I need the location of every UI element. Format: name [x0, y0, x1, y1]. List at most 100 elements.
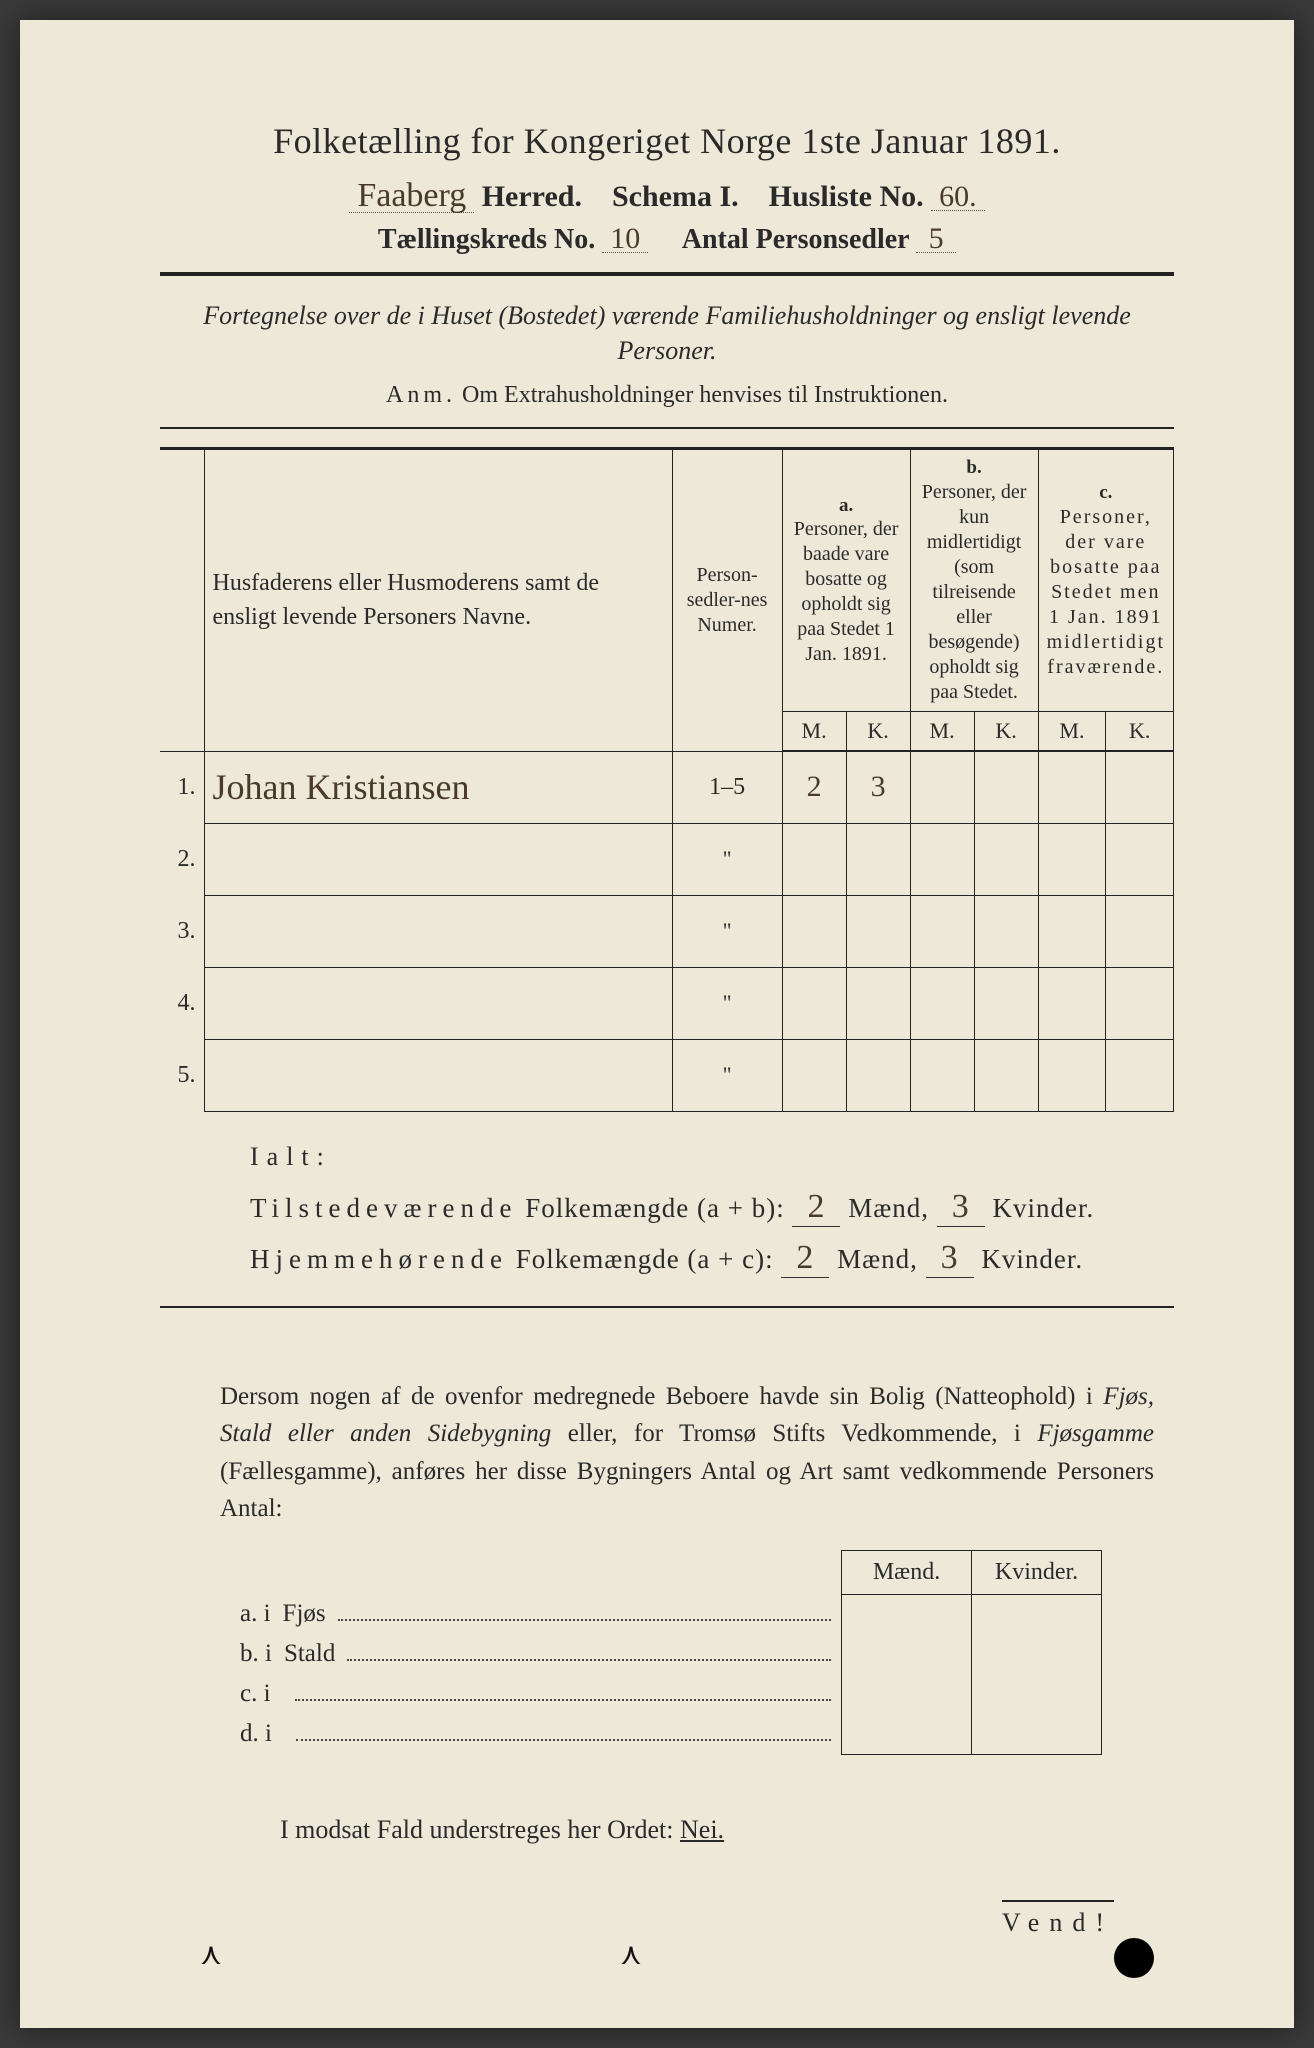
antal-value: 5	[916, 225, 956, 253]
husliste-label: Husliste No.	[769, 180, 924, 213]
outbuilding-row: c. i	[230, 1674, 1102, 1714]
cell-b-k	[974, 823, 1038, 895]
staple-mark-icon: ⋏	[200, 1937, 222, 1972]
ink-blot-icon	[1114, 1938, 1154, 1978]
table-row: 5."	[160, 1039, 1174, 1111]
header-line-1: Faaberg Herred. Schema I. Husliste No. 6…	[160, 180, 1174, 214]
outbuilding-row: d. i	[230, 1714, 1102, 1754]
census-form-page: Folketælling for Kongeriget Norge 1ste J…	[20, 20, 1294, 2028]
present-women: 3	[937, 1188, 985, 1227]
row-number: 5.	[160, 1039, 204, 1111]
personsedler-numer: "	[672, 823, 782, 895]
resident-men: 2	[781, 1239, 829, 1278]
persons-table: Husfaderens eller Husmoderens samt de en…	[160, 447, 1174, 1112]
person-name	[204, 823, 672, 895]
resident-population-row: Hjemmehørende Folkemængde (a + c): 2 Mæn…	[250, 1239, 1174, 1278]
cell-a-k	[846, 967, 910, 1039]
outbuilding-men	[842, 1674, 972, 1714]
mk-maend-header: Mænd.	[842, 1550, 972, 1594]
cell-a-m	[782, 895, 846, 967]
col-b-header: b. Personer, der kun midlertidigt (som t…	[910, 449, 1038, 712]
cell-c-m	[1038, 967, 1106, 1039]
present-men: 2	[792, 1188, 840, 1227]
resident-women: 3	[926, 1239, 974, 1278]
anm-label: Anm.	[386, 382, 456, 408]
ialt-label: Ialt:	[250, 1142, 1174, 1172]
outbuilding-row: b. iStald	[230, 1634, 1102, 1674]
kreds-label: Tællingskreds No.	[378, 224, 595, 255]
table-row: 4."	[160, 967, 1174, 1039]
rule-1	[160, 272, 1174, 276]
rule-3	[160, 1306, 1174, 1308]
staple-mark-icon: ⋏	[620, 1937, 642, 1972]
outbuilding-paragraph: Dersom nogen af de ovenfor medregnede Be…	[220, 1378, 1154, 1528]
turn-over-label: Vend!	[1002, 1900, 1114, 1938]
cell-b-m	[910, 895, 974, 967]
personsedler-numer: "	[672, 895, 782, 967]
husliste-value: 60.	[931, 183, 985, 211]
person-name	[204, 1039, 672, 1111]
page-title: Folketælling for Kongeriget Norge 1ste J…	[160, 120, 1174, 162]
row-number: 2.	[160, 823, 204, 895]
cell-a-k	[846, 823, 910, 895]
cell-b-m	[910, 823, 974, 895]
herred-value: Faaberg	[349, 181, 474, 213]
col-numer-header: Person-sedler-nes Numer.	[672, 449, 782, 752]
rule-2	[160, 427, 1174, 429]
nei-word: Nei.	[680, 1815, 724, 1844]
col-b-k: K.	[974, 711, 1038, 750]
outbuilding-row: a. iFjøs	[230, 1594, 1102, 1634]
anm-text: Om Extrahusholdninger henvises til Instr…	[462, 382, 948, 408]
cell-c-m	[1038, 895, 1106, 967]
col-c-k: K.	[1106, 711, 1174, 750]
cell-c-k	[1106, 751, 1174, 823]
col-c-header: c. Personer, der vare bosatte paa Stedet…	[1038, 449, 1173, 712]
outbuilding-women	[972, 1594, 1102, 1634]
cell-b-k	[974, 895, 1038, 967]
form-description: Fortegnelse over de i Huset (Bostedet) v…	[190, 298, 1144, 368]
col-a-m: M.	[782, 711, 846, 750]
table-row: 3."	[160, 895, 1174, 967]
personsedler-numer: "	[672, 967, 782, 1039]
outbuilding-table: Mænd. Kvinder. a. iFjøsb. iStaldc. id. i	[230, 1550, 1102, 1755]
outbuilding-label: d. i	[230, 1714, 842, 1754]
row-number: 1.	[160, 751, 204, 823]
col-b-m: M.	[910, 711, 974, 750]
cell-c-m	[1038, 1039, 1106, 1111]
col-names-header: Husfaderens eller Husmoderens samt de en…	[204, 449, 672, 752]
person-name	[204, 967, 672, 1039]
header-line-2: Tællingskreds No. 10 Antal Personsedler …	[160, 224, 1174, 256]
totals-block: Ialt: Tilstedeværende Folkemængde (a + b…	[250, 1142, 1174, 1278]
outbuilding-men	[842, 1594, 972, 1634]
col-a-k: K.	[846, 711, 910, 750]
outbuilding-women	[972, 1634, 1102, 1674]
cell-c-k	[1106, 895, 1174, 967]
kreds-value: 10	[602, 225, 648, 253]
table-row: 1.Johan Kristiansen1–523	[160, 751, 1174, 823]
outbuilding-women	[972, 1674, 1102, 1714]
table-row: 2. "	[160, 823, 1174, 895]
outbuilding-label: a. iFjøs	[230, 1594, 842, 1634]
cell-b-m	[910, 751, 974, 823]
cell-a-m	[782, 967, 846, 1039]
present-population-row: Tilstedeværende Folkemængde (a + b): 2 M…	[250, 1188, 1174, 1227]
personsedler-numer: 1–5	[672, 751, 782, 823]
mk-kvinder-header: Kvinder.	[972, 1550, 1102, 1594]
outbuilding-men	[842, 1714, 972, 1754]
cell-b-m	[910, 1039, 974, 1111]
cell-b-k	[974, 967, 1038, 1039]
antal-label: Antal Personsedler	[682, 224, 909, 255]
cell-b-m	[910, 967, 974, 1039]
negative-line: I modsat Fald understreges her Ordet: Ne…	[280, 1815, 1174, 1845]
cell-a-m: 2	[782, 751, 846, 823]
outbuilding-women	[972, 1714, 1102, 1754]
person-name: Johan Kristiansen	[204, 751, 672, 823]
col-c-m: M.	[1038, 711, 1106, 750]
cell-c-k	[1106, 967, 1174, 1039]
cell-a-k	[846, 1039, 910, 1111]
person-name	[204, 895, 672, 967]
cell-c-m	[1038, 823, 1106, 895]
outbuilding-label: b. iStald	[230, 1634, 842, 1674]
col-a-header: a. Personer, der baade vare bosatte og o…	[782, 449, 910, 712]
herred-label: Herred.	[482, 180, 582, 213]
